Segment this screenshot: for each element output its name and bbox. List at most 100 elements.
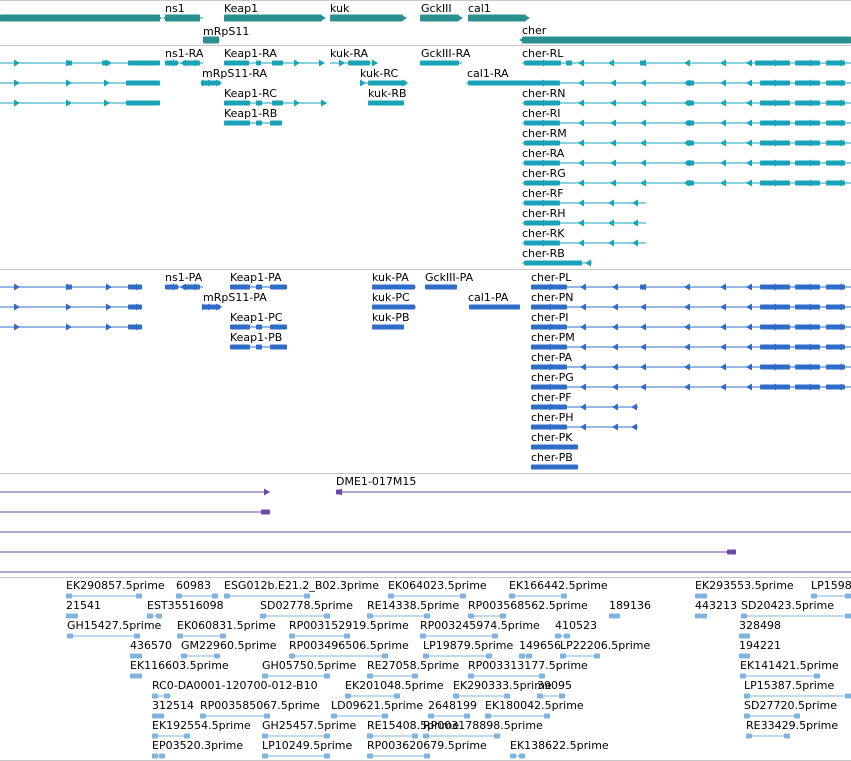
- strand-arrow[interactable]: [580, 323, 586, 331]
- est-label[interactable]: 149656: [519, 639, 561, 652]
- exon-block[interactable]: [367, 613, 373, 619]
- transcript-label[interactable]: cher-RF: [522, 187, 564, 200]
- strand-arrow[interactable]: [578, 239, 584, 247]
- exon-block[interactable]: [741, 613, 747, 619]
- strand-arrow[interactable]: [720, 323, 726, 331]
- protein-label[interactable]: Keap1-PA: [230, 271, 282, 284]
- strand-arrow[interactable]: [770, 283, 776, 291]
- exon-block[interactable]: [468, 673, 474, 679]
- strand-arrow[interactable]: [14, 99, 20, 107]
- strand-arrow[interactable]: [106, 283, 112, 291]
- strand-arrow[interactable]: [578, 219, 584, 227]
- strand-arrow[interactable]: [770, 119, 776, 127]
- est-label[interactable]: RP003152919.5prime: [289, 619, 409, 632]
- strand-arrow[interactable]: [372, 59, 378, 67]
- exon-block[interactable]: [203, 36, 219, 44]
- exon-block[interactable]: [262, 733, 268, 739]
- exon-block[interactable]: [744, 713, 750, 719]
- protein-label[interactable]: cher-PM: [531, 331, 575, 344]
- exon-block[interactable]: [826, 384, 845, 390]
- strand-arrow[interactable]: [612, 343, 618, 351]
- strand-arrow[interactable]: [836, 283, 842, 291]
- exon-block[interactable]: [367, 673, 373, 679]
- strand-arrow[interactable]: [538, 59, 544, 67]
- strand-arrow[interactable]: [545, 323, 551, 331]
- exon-block[interactable]: [564, 633, 570, 639]
- est-label[interactable]: RP003620679.5prime: [367, 739, 487, 752]
- exon-block[interactable]: [0, 14, 160, 22]
- strand-arrow[interactable]: [612, 403, 618, 411]
- exon-block[interactable]: [544, 713, 550, 719]
- exon-block[interactable]: [382, 653, 388, 659]
- strand-arrow[interactable]: [805, 159, 811, 167]
- protein-label[interactable]: mRpS11-PA: [203, 291, 267, 304]
- strand-arrow[interactable]: [294, 99, 300, 107]
- exon-block[interactable]: [344, 633, 350, 639]
- exon-block[interactable]: [701, 593, 707, 599]
- strand-arrow[interactable]: [106, 303, 112, 311]
- exon-block[interactable]: [537, 693, 543, 699]
- exon-block[interactable]: [158, 713, 164, 719]
- exon-block[interactable]: [388, 593, 394, 599]
- protein-label[interactable]: cher-PF: [531, 391, 572, 404]
- est-label[interactable]: RP003313177.5prime: [468, 659, 588, 672]
- strand-arrow[interactable]: [632, 239, 638, 247]
- strand-arrow[interactable]: [610, 179, 616, 187]
- exon-block[interactable]: [372, 284, 415, 290]
- est-label[interactable]: SD27720.5prime: [744, 699, 837, 712]
- est-label[interactable]: RC0-DA0001-120700-012-B10: [152, 679, 318, 692]
- strand-arrow[interactable]: [640, 383, 646, 391]
- exon-block[interactable]: [826, 120, 845, 126]
- strand-arrow[interactable]: [401, 14, 407, 22]
- exon-block[interactable]: [739, 633, 745, 639]
- strand-arrow[interactable]: [106, 59, 112, 67]
- strand-arrow[interactable]: [578, 199, 584, 207]
- strand-arrow[interactable]: [538, 219, 544, 227]
- est-label[interactable]: 312514: [152, 699, 194, 712]
- strand-arrow[interactable]: [746, 99, 752, 107]
- strand-arrow[interactable]: [770, 79, 776, 87]
- exon-block[interactable]: [494, 733, 500, 739]
- transcript-label[interactable]: Keap1-RB: [224, 107, 278, 120]
- exon-block[interactable]: [826, 324, 845, 330]
- gene-label-keap1[interactable]: Keap1: [224, 2, 259, 15]
- strand-arrow[interactable]: [836, 79, 842, 87]
- exon-block[interactable]: [324, 733, 330, 739]
- transcript-label[interactable]: GckIII-RA: [421, 47, 471, 60]
- transcript-label[interactable]: Keap1-RA: [224, 47, 277, 60]
- protein-label[interactable]: cher-PG: [531, 371, 574, 384]
- exon-block[interactable]: [367, 733, 373, 739]
- strand-arrow[interactable]: [746, 323, 752, 331]
- strand-arrow[interactable]: [746, 139, 752, 147]
- est-label[interactable]: LD09621.5prime: [331, 699, 424, 712]
- strand-arrow[interactable]: [538, 239, 544, 247]
- strand-arrow[interactable]: [684, 383, 690, 391]
- est-label[interactable]: EK138622.5prime: [510, 739, 609, 752]
- est-label[interactable]: LP10249.5prime: [262, 739, 353, 752]
- strand-arrow[interactable]: [320, 14, 326, 22]
- strand-arrow[interactable]: [538, 159, 544, 167]
- strand-arrow[interactable]: [631, 403, 637, 411]
- transcript-label[interactable]: cher-RB: [522, 247, 565, 260]
- strand-arrow[interactable]: [836, 383, 842, 391]
- exon-block[interactable]: [468, 14, 526, 22]
- est-label[interactable]: EK180042.5prime: [485, 699, 584, 712]
- est-label[interactable]: LP15387.5prime: [744, 679, 835, 692]
- exon-block[interactable]: [784, 733, 790, 739]
- strand-arrow[interactable]: [14, 79, 20, 87]
- strand-arrow[interactable]: [612, 323, 618, 331]
- strand-arrow[interactable]: [770, 363, 776, 371]
- est-label[interactable]: RE15408.5prime: [367, 719, 460, 732]
- exon-block[interactable]: [746, 733, 752, 739]
- strand-arrow[interactable]: [640, 79, 646, 87]
- strand-arrow[interactable]: [610, 99, 616, 107]
- exon-block[interactable]: [701, 613, 707, 619]
- exon-block[interactable]: [177, 633, 183, 639]
- exon-block[interactable]: [504, 693, 510, 699]
- strand-arrow[interactable]: [770, 179, 776, 187]
- strand-arrow[interactable]: [640, 303, 646, 311]
- exon-block[interactable]: [324, 753, 330, 759]
- transcript-label[interactable]: cher-RN: [522, 87, 566, 100]
- est-label[interactable]: 189136: [609, 599, 651, 612]
- strand-arrow[interactable]: [612, 303, 618, 311]
